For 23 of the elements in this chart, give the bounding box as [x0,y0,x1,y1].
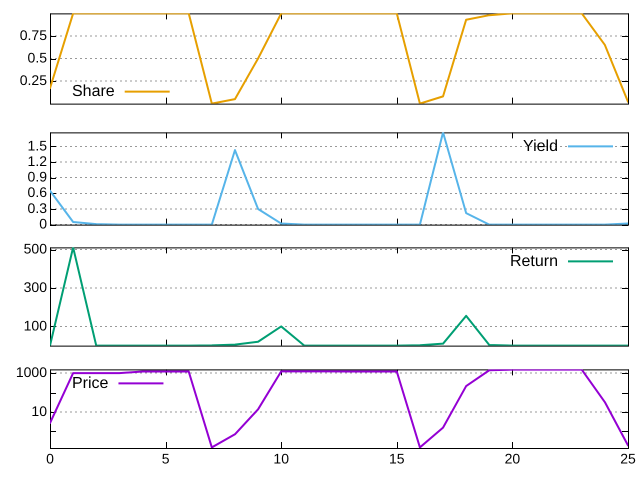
x-tick-label: 5 [162,450,170,466]
x-tick-label: 15 [389,450,405,466]
y-tick-label: 1000 [16,364,48,380]
y-tick-label: 0.25 [20,72,48,88]
text: Return [510,252,558,270]
legend-label: Share [72,83,115,100]
y-tick-label: 0.3 [28,200,48,216]
y-tick-label: 0.75 [20,26,48,43]
series-label: Price [72,374,109,392]
x-tick-label: 20 [504,450,520,466]
x-tick-label: 10 [273,450,290,466]
text: Yield [523,138,558,155]
y-tick-label: 0 [39,215,48,232]
y-tick-label: 0.9 [28,168,48,185]
y-tick-label: 1.5 [28,137,48,154]
y-tick-label: 10 [31,402,48,419]
y-tick-label: 100 [24,317,48,334]
y-tick-label: 0.6 [28,184,48,200]
x-tick-label: 25 [620,450,636,466]
y-tick-label: 0.5 [28,49,48,66]
y-tick-label: 300 [24,278,48,295]
y-tick-label: 500 [24,240,48,257]
y-tick-label: 1.2 [28,152,48,169]
